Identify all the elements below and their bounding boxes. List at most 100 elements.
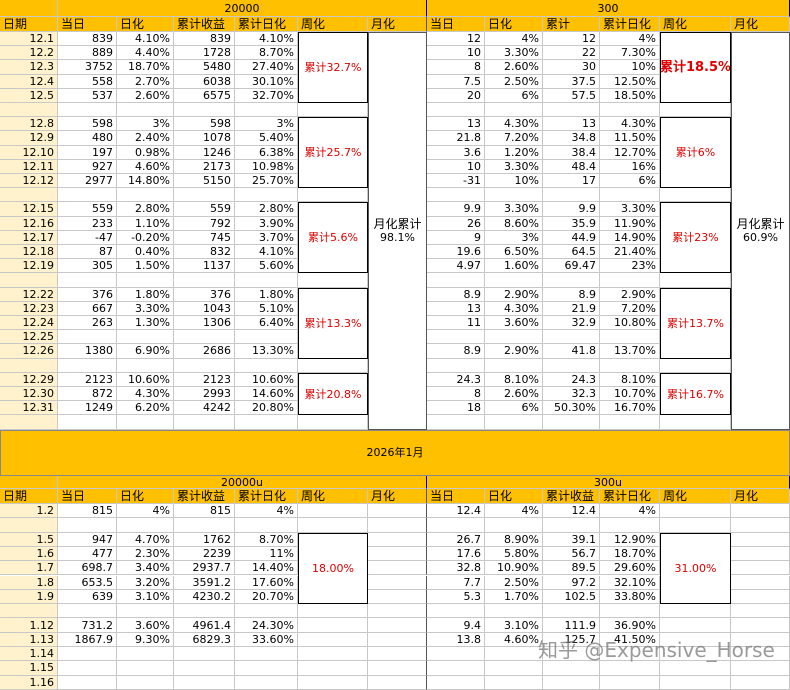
cell [174, 647, 235, 662]
date-cell: 1.15 [0, 661, 58, 676]
cell [543, 604, 600, 619]
cell: 2239 [174, 546, 235, 562]
cell: 3.40% [117, 561, 174, 576]
cell: 2.50% [485, 575, 543, 590]
cell: 1.80% [117, 287, 174, 302]
cell [731, 589, 790, 605]
cell: -47 [58, 230, 117, 245]
cell: 792 [174, 216, 235, 231]
cell: 667 [58, 301, 117, 316]
cell: 4242 [174, 401, 235, 416]
column-header: 月化 [368, 489, 427, 504]
cell: 6038 [174, 74, 235, 89]
cell: 1249 [58, 401, 117, 416]
cell: 12.4 [543, 504, 600, 519]
cell: 2.60% [117, 88, 174, 103]
cell: 1867.9 [58, 632, 117, 647]
cell [600, 103, 660, 118]
cell [660, 518, 731, 533]
cell: 2.30% [117, 546, 174, 562]
cell [543, 358, 600, 373]
weekly-note: 累计13.7% [660, 287, 731, 359]
cell [427, 358, 485, 373]
cell: 559 [58, 202, 117, 217]
column-header: 累计 [543, 17, 600, 32]
monthly-note: 月化累计 98.1% [368, 32, 427, 430]
cell: -0.20% [117, 230, 174, 245]
cell [58, 330, 117, 345]
cell [600, 604, 660, 619]
cell: 8.90% [485, 532, 543, 547]
cell: 5.3 [427, 589, 485, 605]
cell [58, 518, 117, 533]
cell: 4.30% [117, 387, 174, 402]
cell [58, 188, 117, 203]
cell: 2.70% [117, 74, 174, 89]
cell: 639 [58, 589, 117, 605]
cell: 13 [427, 301, 485, 316]
cell [368, 504, 427, 519]
cell: 598 [174, 117, 235, 132]
cell [731, 604, 790, 619]
cell: 2.60% [485, 387, 543, 402]
cell: 3.70% [235, 230, 298, 245]
cell: 32.9 [543, 316, 600, 331]
cell [600, 661, 660, 676]
cell: 41.8 [543, 344, 600, 359]
cell: 97.2 [543, 575, 600, 590]
date-cell: 12.16 [0, 216, 58, 231]
cell [600, 273, 660, 288]
cell: 8.9 [427, 344, 485, 359]
cell [543, 273, 600, 288]
cell: 8.10% [485, 372, 543, 387]
cell [235, 647, 298, 662]
cell: 32.8 [427, 561, 485, 576]
cell [298, 358, 368, 373]
cell: 6.40% [235, 316, 298, 331]
cell: 745 [174, 230, 235, 245]
cell: 2.90% [485, 344, 543, 359]
date-cell: 12.30 [0, 387, 58, 402]
cell: 872 [58, 387, 117, 402]
cell [58, 661, 117, 676]
cell: 2977 [58, 174, 117, 189]
cell [117, 358, 174, 373]
cell: 4% [600, 504, 660, 519]
column-header: 累计日化 [600, 17, 660, 32]
cell: 32.3 [543, 387, 600, 402]
cell: 9 [427, 230, 485, 245]
cell: 18.70% [117, 60, 174, 75]
cell [235, 415, 298, 430]
column-header: 周化 [298, 17, 368, 32]
cell [174, 330, 235, 345]
cell: 11.90% [600, 216, 660, 231]
cell [235, 330, 298, 345]
cell: 5.80% [485, 546, 543, 562]
cell: 6% [485, 401, 543, 416]
column-header: 周化 [660, 17, 731, 32]
cell: 24.3 [543, 372, 600, 387]
cell: 13.30% [235, 344, 298, 359]
cell: 14.40% [235, 561, 298, 576]
cell: 3591.2 [174, 575, 235, 590]
cell [58, 647, 117, 662]
group-header: 20000 [58, 0, 427, 17]
cell [427, 675, 485, 690]
cell: 35.9 [543, 216, 600, 231]
date-cell: 12.5 [0, 88, 58, 103]
cell: 10 [427, 159, 485, 174]
cell: 4% [485, 504, 543, 519]
cell: 1762 [174, 532, 235, 547]
cell: 89.5 [543, 561, 600, 576]
cell: 14.80% [117, 174, 174, 189]
cell [600, 518, 660, 533]
date-cell: 12.17 [0, 230, 58, 245]
cell: 2.80% [235, 202, 298, 217]
cell: 12 [427, 32, 485, 47]
column-header: 月化 [368, 17, 427, 32]
cell [298, 518, 368, 533]
cell: 41.50% [600, 632, 660, 647]
weekly-note: 31.00% [660, 532, 731, 605]
cell [600, 415, 660, 430]
cell: 3.30% [117, 301, 174, 316]
